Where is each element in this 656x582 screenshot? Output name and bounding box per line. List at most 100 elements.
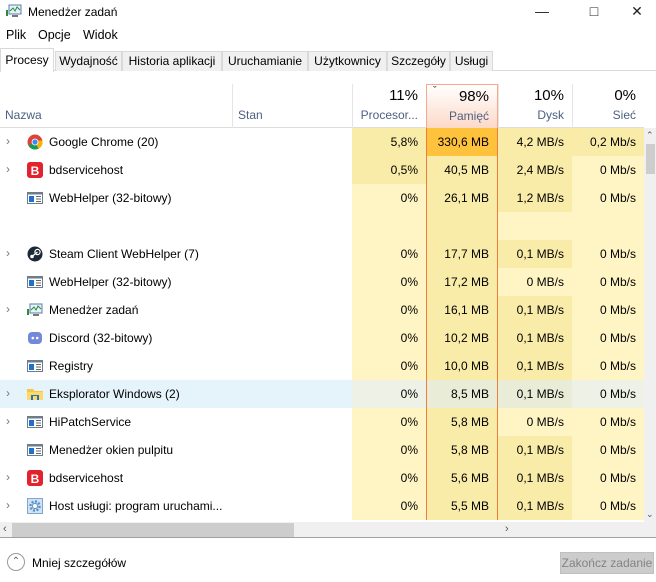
expand-chevron-icon[interactable]: › (6, 386, 10, 400)
column-status[interactable]: Stan (232, 84, 352, 128)
window-app-icon (27, 358, 43, 374)
disk-cell: 2,4 MB/s (498, 156, 572, 184)
cpu-cell: 0% (352, 184, 426, 212)
status-cell (232, 408, 352, 436)
tab-historia-aplikacji[interactable]: Historia aplikacji (122, 51, 222, 71)
memory-cell: 5,8 MB (426, 408, 498, 436)
table-row[interactable]: › HiPatchService 0% 5,8 MB 0 MB/s 0 Mb/s (0, 408, 644, 436)
column-cpu[interactable]: 11% Procesor... (352, 84, 426, 128)
disk-cell: 0,1 MB/s (498, 464, 572, 492)
tab-uslugi[interactable]: Usługi (450, 51, 493, 71)
tab-szczegoly[interactable]: Szczegóły (387, 51, 450, 71)
chevron-up-circle-icon[interactable]: ⌃ (7, 553, 25, 571)
network-cell: 0 Mb/s (572, 464, 644, 492)
disk-cell: 0,1 MB/s (498, 436, 572, 464)
process-name-cell[interactable]: › HiPatchService (0, 408, 232, 436)
process-name-cell[interactable]: › Menedżer zadań (0, 296, 232, 324)
scroll-right-icon[interactable]: › (505, 523, 509, 535)
table-row[interactable]: Discord (32-bitowy) 0% 10,2 MB 0,1 MB/s 0 Mb… (0, 324, 644, 352)
minimize-button[interactable]: — (535, 3, 549, 19)
table-row[interactable]: WebHelper (32-bitowy) 0% 17,2 MB 0 MB/s 0 Mb… (0, 268, 644, 296)
network-cell: 0 Mb/s (572, 268, 644, 296)
status-cell (232, 492, 352, 520)
disk-cell: 0,1 MB/s (498, 240, 572, 268)
tab-wydajnosc[interactable]: Wydajność (55, 51, 122, 71)
memory-total: 98% (458, 88, 489, 105)
table-row[interactable]: WebHelper (32-bitowy) 0% 26,1 MB 1,2 MB/s 0 … (0, 184, 644, 212)
column-header: Nazwa Stan 11% Procesor... ˇ 98% Pamięć 10%… (0, 84, 644, 128)
expand-chevron-icon[interactable]: › (6, 302, 10, 316)
expand-chevron-icon[interactable]: › (6, 470, 10, 484)
cpu-cell: 0% (352, 380, 426, 408)
expand-chevron-icon[interactable]: › (6, 162, 10, 176)
process-name-cell[interactable]: › Google Chrome (20) (0, 128, 232, 156)
process-name-cell[interactable]: › Host usługi: program uruchami... (0, 492, 232, 520)
process-name-cell[interactable]: Registry (0, 352, 232, 380)
process-name-cell[interactable]: Menedżer okien pulpitu (0, 436, 232, 464)
less-details-link[interactable]: Mniej szczegółów (32, 556, 127, 570)
disk-cell: 0 MB/s (498, 268, 572, 296)
memory-cell: 5,5 MB (426, 492, 498, 520)
vertical-scrollbar[interactable]: ⌃ ⌄ (644, 128, 656, 522)
tab-procesy[interactable]: Procesy (0, 48, 54, 72)
process-name-cell[interactable]: Discord (32-bitowy) (0, 324, 232, 352)
disk-cell: 0 MB/s (498, 408, 572, 436)
process-name-cell[interactable]: › Steam Client WebHelper (7) (0, 240, 232, 268)
column-disk[interactable]: 10% Dysk (498, 84, 572, 128)
cpu-cell: 0% (352, 436, 426, 464)
window-app-icon (27, 190, 43, 206)
cpu-cell: 0,5% (352, 156, 426, 184)
scroll-left-icon[interactable]: ‹ (3, 523, 7, 535)
tab-bar: Procesy Wydajność Historia aplikacji Uru… (0, 48, 656, 72)
column-memory[interactable]: ˇ 98% Pamięć (426, 84, 498, 128)
table-row-spacer (0, 212, 644, 240)
scroll-down-icon[interactable]: ⌄ (646, 509, 654, 519)
scroll-thumb[interactable] (646, 144, 655, 174)
end-task-button[interactable]: Zakończ zadanie (560, 552, 654, 574)
network-cell: 0 Mb/s (572, 436, 644, 464)
expand-chevron-icon[interactable]: › (6, 246, 10, 260)
expand-chevron-icon[interactable]: › (6, 498, 10, 512)
expand-chevron-icon[interactable]: › (6, 134, 10, 148)
tab-uruchamianie[interactable]: Uruchamianie (222, 51, 308, 71)
status-cell (232, 352, 352, 380)
cpu-cell: 5,8% (352, 128, 426, 156)
disk-cell: 0,1 MB/s (498, 352, 572, 380)
process-name: Menedżer zadań (49, 303, 139, 317)
close-button[interactable]: ✕ (631, 3, 643, 19)
menu-opcje[interactable]: Opcje (38, 28, 71, 42)
menu-plik[interactable]: Plik (6, 28, 27, 42)
horizontal-scrollbar[interactable]: ‹ › (0, 522, 656, 538)
cpu-cell: 0% (352, 492, 426, 520)
maximize-button[interactable]: □ (589, 3, 599, 19)
folder-icon (27, 386, 43, 402)
tab-uzytkownicy[interactable]: Użytkownicy (308, 51, 387, 71)
expand-chevron-icon[interactable]: › (6, 414, 10, 428)
table-row[interactable]: › Google Chrome (20) 5,8% 330,6 MB 4,2 MB/s 0… (0, 128, 644, 156)
process-name-cell[interactable]: WebHelper (32-bitowy) (0, 268, 232, 296)
status-cell (232, 380, 352, 408)
network-cell: 0 Mb/s (572, 492, 644, 520)
table-row[interactable]: › Host usługi: program uruchami... 0% 5,5 M… (0, 492, 644, 520)
memory-cell: 40,5 MB (426, 156, 498, 184)
column-name[interactable]: Nazwa (0, 84, 232, 128)
table-row[interactable]: › Menedżer zadań 0% 16,1 MB 0,1 MB/s 0 Mb/s (0, 296, 644, 324)
menu-widok[interactable]: Widok (83, 28, 118, 42)
process-name-cell[interactable]: › Eksplorator Windows (2) (0, 380, 232, 408)
table-row[interactable]: Menedżer okien pulpitu 0% 5,8 MB 0,1 MB/s 0 … (0, 436, 644, 464)
table-row[interactable]: Registry 0% 10,0 MB 0,1 MB/s 0 Mb/s (0, 352, 644, 380)
table-row[interactable]: › Eksplorator Windows (2) 0% 8,5 MB 0,1 MB/s… (0, 380, 644, 408)
status-cell (232, 240, 352, 268)
column-network[interactable]: 0% Sieć (572, 84, 644, 128)
table-row[interactable]: › Steam Client WebHelper (7) 0% 17,7 MB 0,1 … (0, 240, 644, 268)
scroll-up-icon[interactable]: ⌃ (646, 130, 654, 140)
process-name-cell[interactable]: WebHelper (32-bitowy) (0, 184, 232, 212)
scroll-thumb[interactable] (12, 523, 294, 537)
task-manager-icon (27, 302, 43, 318)
window-app-icon (27, 442, 43, 458)
memory-cell: 10,0 MB (426, 352, 498, 380)
